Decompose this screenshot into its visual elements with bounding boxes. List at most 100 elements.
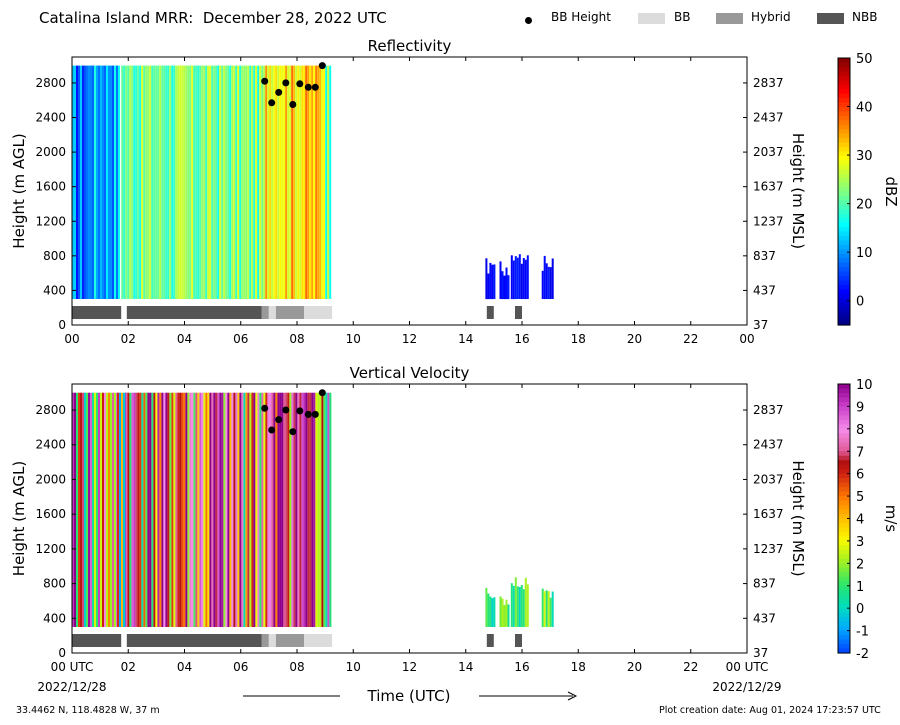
bb-height-series (261, 62, 326, 108)
data-column (116, 65, 118, 299)
data-segment (125, 392, 332, 627)
data-segment (510, 577, 529, 627)
data-column (243, 392, 246, 627)
bb-height-point (268, 99, 276, 107)
data-column (507, 275, 510, 300)
data-column (195, 392, 198, 627)
data-column (549, 597, 552, 627)
data-column (211, 65, 214, 299)
bb-type-segment (486, 306, 494, 319)
data-column (84, 392, 86, 627)
colorbar-step (838, 496, 850, 502)
data-column (281, 65, 284, 299)
colorbar-step (838, 617, 850, 623)
data-column (121, 65, 124, 299)
data-column (271, 65, 274, 299)
data-column (287, 392, 290, 627)
colorbar-step (838, 298, 850, 304)
colorbar-step (838, 635, 850, 641)
colorbar-tick-label: 0 (856, 602, 864, 617)
data-segment (541, 588, 554, 627)
data-column (189, 65, 192, 299)
colorbar-step (838, 222, 850, 228)
bb-height-point (318, 62, 326, 70)
colorbar-step (838, 500, 850, 506)
chart-title: Vertical Velocity (350, 364, 470, 382)
data-column (516, 586, 519, 627)
data-column (231, 65, 234, 299)
colorbar-step (838, 603, 850, 609)
bb-height-point (261, 77, 269, 85)
colorbar-step (838, 231, 850, 237)
data-column (291, 65, 294, 299)
colorbar-step (838, 209, 850, 215)
data-column (110, 392, 112, 627)
colorbar-step (838, 227, 850, 233)
data-column (181, 65, 184, 299)
data-column (315, 65, 318, 299)
hybrid-swatch-icon (716, 13, 743, 24)
colorbar-step (838, 419, 850, 425)
data-column (72, 392, 74, 627)
data-column (183, 65, 186, 299)
bb-type-segment (261, 634, 269, 647)
x-tick-label: 06 (233, 660, 248, 674)
legend-label-nbb: NBB (852, 10, 878, 24)
data-column (82, 392, 84, 627)
data-column (106, 392, 108, 627)
data-column (123, 65, 126, 299)
data-column (119, 392, 121, 627)
data-column (325, 65, 328, 299)
data-column (307, 65, 310, 299)
y-tick-label: 2800 (35, 76, 66, 90)
colorbar-tick-label: 6 (856, 468, 864, 483)
data-column (78, 392, 80, 627)
y-tick-label: 2000 (35, 145, 66, 159)
colorbar-tick-label: 5 (856, 490, 864, 505)
data-column (135, 392, 138, 627)
data-column (221, 65, 224, 299)
data-column (269, 65, 272, 299)
colorbar-step (838, 397, 850, 403)
colorbar-step (838, 271, 850, 277)
chart-title: Reflectivity (368, 37, 452, 55)
data-column (510, 583, 513, 627)
x-tick-label: 22 (683, 332, 698, 346)
data-column (491, 264, 494, 300)
data-column (291, 392, 294, 627)
data-column (197, 65, 200, 299)
colorbar-tick-label: 0 (856, 295, 864, 310)
bb-height-point (261, 404, 269, 412)
x-tick-label: 00 (64, 332, 79, 346)
data-column (277, 392, 280, 627)
y2-tick-label: 2037 (753, 472, 784, 486)
bb-height-point (304, 83, 312, 91)
data-column (289, 65, 292, 299)
data-column (251, 65, 254, 299)
data-column (255, 392, 258, 627)
data-column (275, 392, 278, 627)
colorbar-step (838, 267, 850, 273)
colorbar-step (838, 558, 850, 564)
data-column (149, 392, 152, 627)
data-column (165, 65, 168, 299)
x-tick-label: 10 (346, 660, 361, 674)
page-title: Catalina Island MRR: December 28, 2022 U… (39, 9, 387, 27)
legend-label-hybrid: Hybrid (751, 10, 791, 24)
data-column (145, 65, 148, 299)
colorbar-step (838, 160, 850, 166)
data-column (510, 255, 513, 300)
colorbar-step (838, 487, 850, 493)
colorbar-step (838, 195, 850, 201)
data-column (100, 65, 102, 299)
data-column (114, 392, 116, 627)
data-column (197, 392, 200, 627)
data-column (147, 65, 150, 299)
data-column (243, 65, 246, 299)
y-tick-label: 2800 (35, 403, 66, 417)
data-column (249, 65, 252, 299)
data-column (227, 65, 230, 299)
colorbar-step (838, 89, 850, 95)
y2-tick-label: 37 (753, 646, 768, 660)
colorbar-tick-label: 9 (856, 400, 864, 415)
